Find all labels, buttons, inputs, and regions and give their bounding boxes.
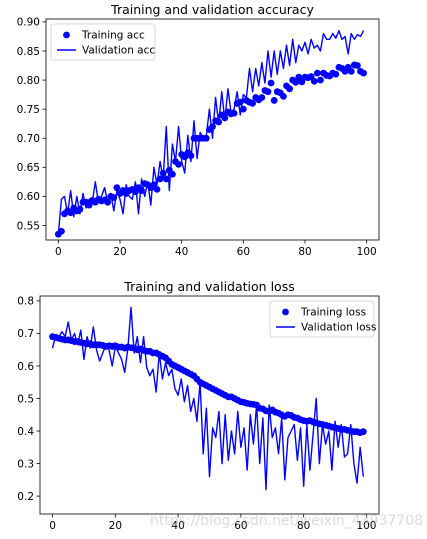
- plot-frame: [45, 18, 380, 241]
- legend: Training acc Validation acc: [50, 23, 156, 61]
- y-tick-label: 0.6: [17, 361, 34, 373]
- y-tick-label: 0.8: [17, 296, 34, 308]
- x-tick-label: 0: [49, 520, 56, 532]
- y-tick-label: 0.7: [17, 328, 34, 340]
- data-point: [310, 77, 318, 85]
- x-tick-label: 20: [109, 520, 122, 532]
- data-point: [267, 79, 275, 87]
- data-point: [249, 99, 256, 107]
- y-tick-label: 0.80: [17, 75, 40, 87]
- legend-box: [269, 300, 375, 338]
- x-tick-label: 100: [356, 520, 376, 532]
- y-tick-label: 0.3: [17, 458, 34, 470]
- legend-label: Training loss: [300, 307, 366, 319]
- data-point: [286, 85, 293, 93]
- data-point: [360, 69, 367, 77]
- watermark-text: https://blog.csdn.net/weixin_43937708: [150, 513, 424, 529]
- legend-box: [50, 23, 156, 61]
- data-point: [175, 160, 182, 168]
- chart-2: Training and validation loss 0 20 40 60 80 100…: [17, 279, 380, 532]
- data-point: [270, 97, 278, 104]
- series-validation-loss: [51, 306, 365, 491]
- y-tick-label: 0.75: [17, 104, 40, 116]
- data-point: [58, 227, 65, 235]
- legend-label: Training acc: [81, 30, 145, 42]
- x-tick-label: 60: [237, 246, 250, 258]
- chart-1: Training and validation accuracy 0 20 40 60 8…: [17, 2, 380, 258]
- legend: Training loss Validation loss: [269, 300, 376, 338]
- series-line: [57, 29, 365, 235]
- x-tick-label: 80: [298, 246, 311, 258]
- y-tick-label: 0.55: [17, 220, 40, 232]
- data-point: [317, 76, 324, 84]
- y-tick-label: 0.5: [17, 393, 34, 405]
- series-validation-acc: [57, 29, 365, 235]
- data-point: [162, 175, 170, 183]
- y-tick-label: 0.65: [17, 162, 40, 174]
- legend-dot-swatch: [63, 31, 70, 39]
- chart-title: Training and validation loss: [123, 279, 294, 294]
- series-training-acc: [54, 61, 367, 238]
- x-tick-label: 40: [175, 246, 188, 258]
- data-point: [153, 186, 161, 193]
- x-tick-label: 40: [171, 520, 184, 532]
- data-point: [354, 62, 361, 69]
- data-point: [113, 184, 121, 192]
- x-tick-label: 80: [297, 520, 310, 532]
- chart-title: Training and validation accuracy: [110, 2, 314, 17]
- x-tick-label: 100: [357, 246, 377, 258]
- data-point: [264, 88, 272, 96]
- y-tick-label: 0.85: [17, 46, 40, 58]
- data-point: [313, 69, 321, 77]
- series-training-loss: [49, 333, 367, 437]
- x-tick-label: 0: [55, 246, 62, 258]
- x-tick-label: 20: [113, 246, 126, 258]
- y-tick-label: 0.2: [17, 491, 34, 503]
- x-tick-label: 60: [234, 520, 247, 532]
- data-point: [359, 428, 367, 436]
- y-tick-label: 0.90: [17, 17, 40, 29]
- legend-label: Validation acc: [82, 45, 155, 57]
- data-point: [258, 94, 266, 101]
- legend-label: Validation loss: [301, 322, 376, 334]
- y-tick-label: 0.70: [17, 133, 40, 145]
- data-point: [332, 70, 340, 78]
- legend-dot-swatch: [282, 308, 289, 316]
- data-point: [347, 67, 355, 75]
- y-tick-label: 0.4: [17, 426, 34, 438]
- y-tick-label: 0.60: [17, 191, 40, 203]
- data-point: [280, 92, 287, 100]
- data-point: [292, 78, 300, 86]
- plot-frame: [39, 295, 380, 515]
- series-line: [51, 306, 365, 491]
